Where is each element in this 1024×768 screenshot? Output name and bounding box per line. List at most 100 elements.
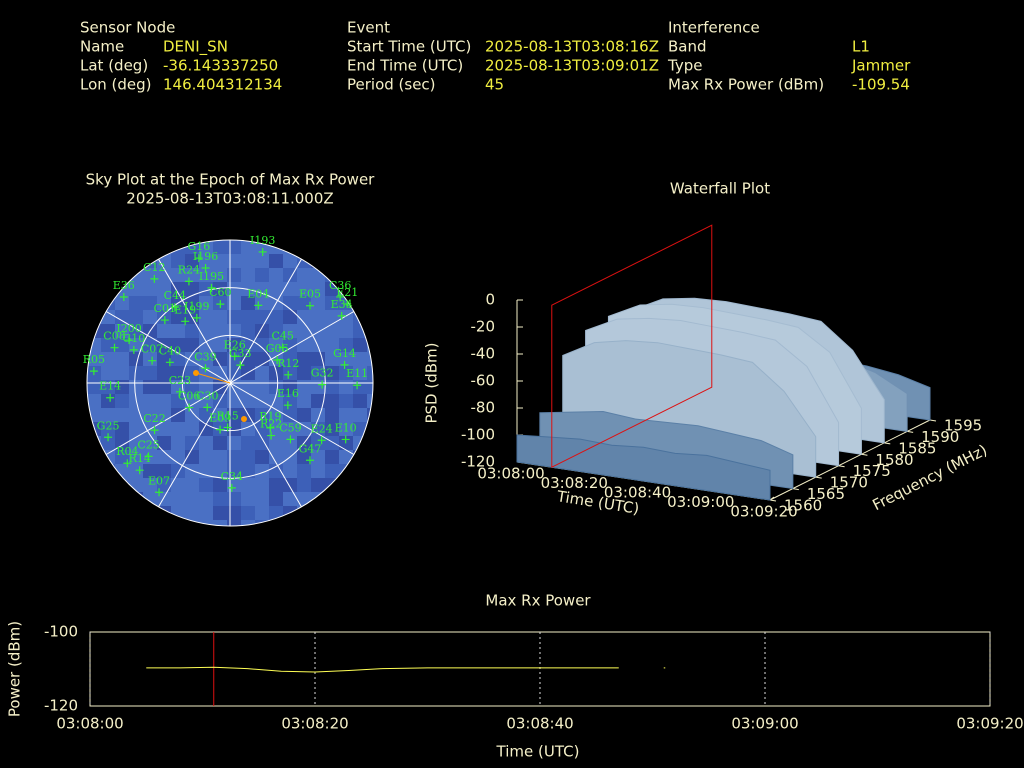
- sky-tile: [241, 464, 255, 478]
- satellite-label: C22: [143, 412, 165, 425]
- sky-tile: [185, 282, 199, 296]
- sky-tile: [129, 352, 143, 366]
- y-tick-label: 1585: [898, 439, 936, 457]
- sky-tile: [157, 464, 171, 478]
- sky-tile: [171, 394, 185, 408]
- sky-tile: [311, 422, 325, 436]
- sky-tile: [199, 282, 213, 296]
- sky-tile: [325, 380, 339, 394]
- sky-tile: [297, 464, 311, 478]
- sky-tile: [325, 366, 339, 380]
- satellite-label: I199: [184, 300, 209, 313]
- sky-tile: [353, 422, 367, 436]
- y-tick: [769, 499, 777, 502]
- satellite-marker: [266, 423, 275, 432]
- sky-tile: [241, 338, 255, 352]
- satellite-label: G25: [97, 419, 120, 432]
- satellite-label: C36: [329, 279, 351, 292]
- direction-line: [195, 372, 231, 384]
- sky-tile: [283, 366, 297, 380]
- sky-tile: [297, 352, 311, 366]
- sky-tile: [101, 324, 115, 338]
- sky-tile: [101, 338, 115, 352]
- sky-tile: [297, 478, 311, 492]
- sky-tile: [269, 478, 283, 492]
- sky-tile: [325, 422, 339, 436]
- satellite-marker: [278, 343, 287, 352]
- sky-tile: [297, 296, 311, 310]
- chart-title: Sky Plot at the Epoch of Max Rx Power: [86, 171, 376, 189]
- satellite-label: R15: [217, 409, 239, 422]
- satellite-label: E10: [335, 421, 357, 434]
- x-tick-label: 03:08:00: [56, 715, 123, 733]
- field-value: L1: [852, 38, 870, 56]
- satellite-marker: [135, 466, 144, 475]
- satellite-marker: [129, 345, 138, 354]
- x-tick-label: 03:08:40: [506, 715, 573, 733]
- satellite-marker: [192, 313, 201, 322]
- x-tick-label: 03:09:20: [730, 503, 797, 521]
- satellite-marker: [201, 364, 210, 373]
- x-tick-label: 03:09:00: [731, 715, 798, 733]
- sky-tile: [339, 366, 353, 380]
- y-tick: [907, 430, 914, 433]
- x-tick: [769, 496, 775, 501]
- field-value: 2025-08-13T03:09:01Z: [485, 57, 659, 75]
- sky-tile: [241, 450, 255, 464]
- satellite-label: G16: [187, 240, 210, 253]
- satellite-marker: [144, 452, 153, 461]
- x-tick-label: 03:09:20: [956, 715, 1023, 733]
- y-tick-label: 1595: [944, 417, 982, 435]
- chart-subtitle: 2025-08-13T03:08:11.000Z: [126, 190, 333, 208]
- sky-tile: [185, 450, 199, 464]
- sky-tile: [129, 310, 143, 324]
- satellite-marker: [236, 361, 245, 370]
- y-tick-label: 1560: [784, 497, 822, 515]
- satellite-label: E14: [99, 380, 121, 393]
- sky-tile: [143, 338, 157, 352]
- sky-tile: [241, 324, 255, 338]
- satellite-label: E11: [346, 367, 368, 380]
- field-label: Name: [80, 38, 124, 56]
- azimuth-spoke: [105, 311, 231, 384]
- x-tick-label: 03:09:00: [667, 493, 734, 511]
- sky-tile: [115, 450, 129, 464]
- sky-tile: [213, 240, 227, 254]
- x-axis-title: Time (UTC): [496, 743, 580, 761]
- satellite-label: E26: [224, 338, 246, 351]
- sky-tile: [283, 268, 297, 282]
- satellite-marker: [119, 293, 128, 302]
- sky-tile: [311, 366, 325, 380]
- sky-tile: [101, 436, 115, 450]
- sky-tile: [227, 506, 241, 520]
- satellite-label: R24: [178, 263, 200, 276]
- sky-tile: [283, 478, 297, 492]
- sky-tile: [185, 338, 199, 352]
- sky-tile: [227, 310, 241, 324]
- sky-tile: [213, 478, 227, 492]
- satellite-label: G10: [122, 332, 145, 345]
- y-tick-label: -120: [44, 697, 78, 715]
- sky-tile: [241, 506, 255, 520]
- sky-tile: [269, 464, 283, 478]
- field-label: Lat (deg): [80, 57, 148, 75]
- satellite-marker: [267, 431, 276, 440]
- sky-tile: [325, 296, 339, 310]
- sky-tile: [171, 254, 185, 268]
- sky-tile: [241, 352, 255, 366]
- sky-tile: [297, 408, 311, 422]
- sky-tile: [115, 394, 129, 408]
- field-label: Start Time (UTC): [347, 38, 471, 56]
- satellite-marker: [148, 356, 157, 365]
- satellite-marker: [284, 370, 293, 379]
- sky-tile: [213, 506, 227, 520]
- sky-tile: [283, 408, 297, 422]
- satellite-marker: [104, 433, 113, 442]
- satellite-label: C40: [159, 344, 181, 357]
- sky-tile: [255, 338, 269, 352]
- satellite-label: C23: [169, 374, 191, 387]
- field-label: Period (sec): [347, 76, 436, 94]
- field-value: Jammer: [851, 57, 911, 75]
- satellite-label: E07: [148, 474, 170, 487]
- satellite-label: G14: [333, 347, 356, 360]
